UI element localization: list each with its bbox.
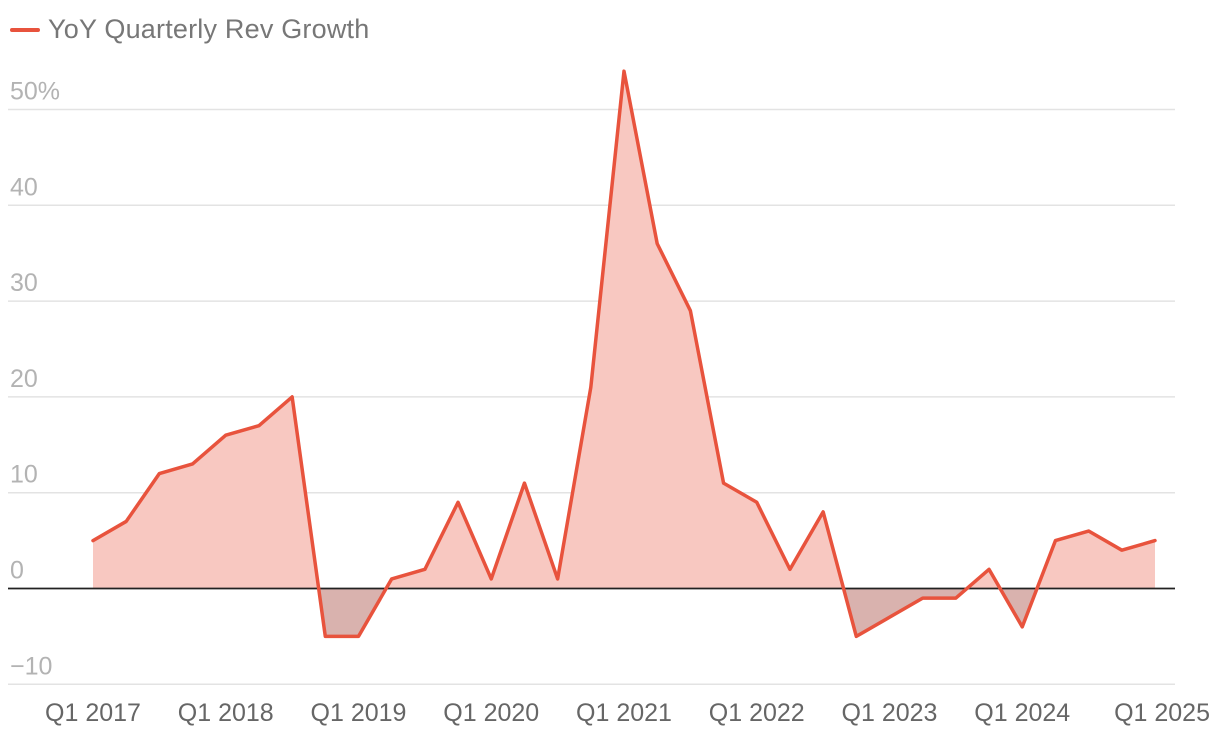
area-negative xyxy=(1000,588,1037,627)
x-tick-label: Q1 2021 xyxy=(576,699,672,727)
legend: YoY Quarterly Rev Growth xyxy=(10,14,369,45)
y-tick-label: 0 xyxy=(10,557,24,585)
x-tick-label: Q1 2025 xyxy=(1114,699,1210,727)
y-tick-label: 20 xyxy=(10,365,38,393)
x-tick-label: Q1 2023 xyxy=(842,699,938,727)
x-tick-label: Q1 2020 xyxy=(443,699,539,727)
area-positive xyxy=(386,71,844,589)
x-tick-label: Q1 2022 xyxy=(709,699,805,727)
area-negative xyxy=(843,588,967,637)
y-tick-label: −10 xyxy=(10,652,52,680)
y-tick-label: 40 xyxy=(10,173,38,201)
x-axis-ticks: Q1 2017 Q1 2018 Q1 2019 Q1 2020 Q1 2021 Q1 20… xyxy=(45,699,1210,727)
y-tick-label: 10 xyxy=(10,461,38,489)
y-tick-label: 30 xyxy=(10,269,38,297)
y-tick-label: 50% xyxy=(10,78,60,106)
series-line-layer xyxy=(91,69,1157,639)
legend-label: YoY Quarterly Rev Growth xyxy=(48,14,370,44)
x-tick-label: Q1 2024 xyxy=(974,699,1070,727)
x-tick-label: Q1 2018 xyxy=(178,699,274,727)
area-negative xyxy=(318,588,387,637)
x-tick-label: Q1 2019 xyxy=(311,699,407,727)
area-positive xyxy=(1037,531,1155,589)
legend-swatch xyxy=(10,27,40,32)
area-positive xyxy=(93,396,319,589)
x-tick-label: Q1 2017 xyxy=(45,699,141,727)
area-positive xyxy=(966,569,1001,589)
y-axis-ticks: −10 0 10 20 30 40 50% xyxy=(10,78,60,681)
area-fill xyxy=(93,71,1155,637)
